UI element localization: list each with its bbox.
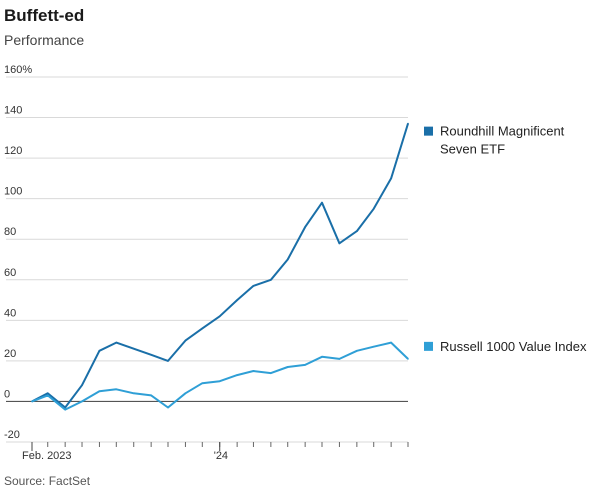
data-point [252, 285, 255, 287]
data-point [304, 364, 306, 366]
data-point [150, 354, 152, 356]
data-point [286, 366, 289, 368]
data-point [270, 372, 272, 374]
legend-label: Russell 1000 Value Index [440, 339, 587, 354]
data-point [356, 230, 358, 232]
data-point [46, 392, 49, 395]
y-tick-label: 0 [4, 388, 10, 400]
data-point [338, 242, 341, 245]
data-point [81, 384, 83, 387]
series-line-1 [31, 341, 409, 411]
data-point [338, 358, 341, 360]
legend: Roundhill Magnificent Seven ETF Russell 10… [424, 124, 587, 354]
data-point [115, 341, 118, 344]
data-point [372, 208, 375, 210]
data-point [64, 408, 66, 411]
data-point [81, 400, 83, 403]
data-point [184, 392, 187, 395]
x-tick-label: '24 [214, 450, 228, 462]
chart-subtitle: Performance [4, 32, 85, 48]
y-tick-label: 160% [4, 64, 32, 76]
data-point [150, 394, 152, 397]
data-point [407, 358, 409, 360]
y-tick-label: 80 [4, 226, 16, 238]
data-point [390, 177, 392, 180]
y-axis-ticks: 160% 140 120 100 80 60 40 20 0 -20 [4, 64, 32, 441]
legend-label: Roundhill Magnificent Seven ETF [440, 124, 565, 157]
data-point [98, 390, 101, 393]
data-point [167, 406, 169, 409]
data-point [390, 341, 392, 344]
data-point [286, 258, 289, 261]
x-tick-label: Feb. 2023 [22, 450, 72, 462]
y-tick-label: 140 [4, 105, 22, 117]
data-point [372, 345, 375, 348]
data-point [304, 226, 306, 228]
grid-lines [6, 76, 408, 443]
data-point [46, 394, 49, 397]
x-axis-ticks: Feb. 2023 '24 [22, 442, 409, 462]
chart-title: Buffett-ed [4, 6, 85, 25]
data-point [132, 392, 135, 395]
data-point [321, 201, 323, 204]
data-point [321, 356, 323, 358]
source-note: Source: FactSet [4, 474, 91, 488]
data-point [218, 315, 221, 318]
legend-swatch [424, 126, 433, 136]
data-point [201, 327, 204, 330]
data-point [184, 339, 187, 342]
data-point [201, 382, 204, 385]
data-point [218, 380, 221, 383]
y-tick-label: 120 [4, 145, 22, 157]
data-point [407, 122, 409, 125]
data-point [270, 279, 272, 281]
series-lines [31, 122, 409, 411]
y-tick-label: -20 [4, 429, 20, 441]
data-point [167, 360, 169, 362]
y-tick-label: 60 [4, 267, 16, 279]
data-point [64, 406, 66, 409]
data-point [31, 400, 33, 403]
y-tick-label: 20 [4, 348, 16, 360]
data-point [236, 299, 238, 301]
data-point [252, 370, 255, 372]
data-point [356, 350, 358, 352]
data-point [132, 347, 135, 350]
legend-swatch [424, 341, 433, 351]
y-tick-label: 100 [4, 186, 22, 198]
data-point [236, 374, 238, 376]
y-tick-label: 40 [4, 307, 16, 319]
data-point [98, 350, 101, 352]
data-point [115, 388, 118, 391]
series-line-0 [31, 123, 409, 409]
